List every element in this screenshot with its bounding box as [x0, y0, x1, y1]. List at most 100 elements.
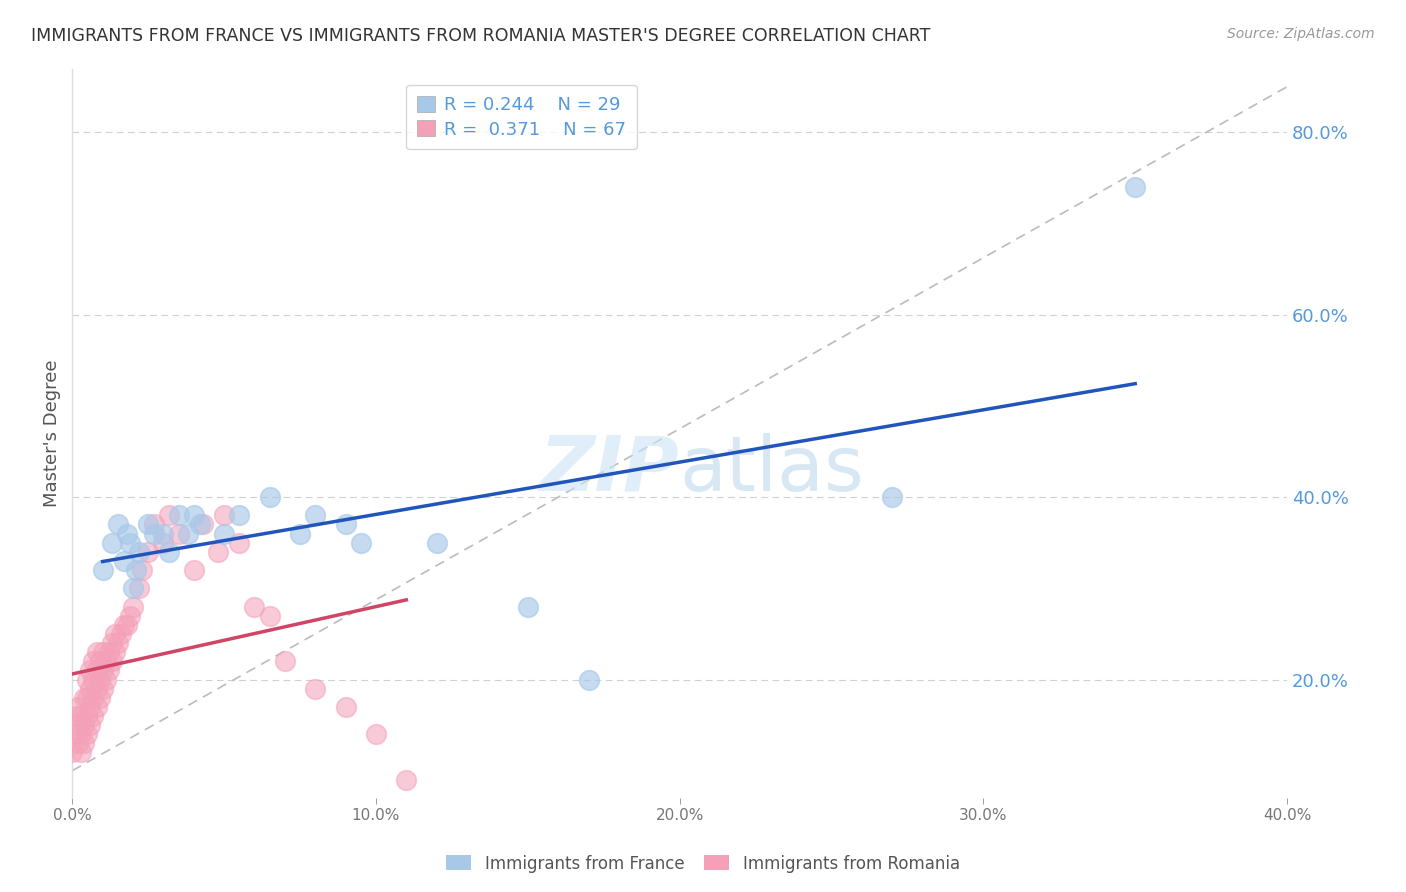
Point: [1123, 180, 1146, 194]
Point: [86, 664, 108, 678]
Point: [76, 673, 98, 687]
Point: [79, 664, 101, 678]
Point: [578, 673, 600, 687]
Point: [89, 654, 111, 668]
Point: [100, 535, 122, 549]
Point: [107, 517, 129, 532]
Point: [228, 535, 250, 549]
Point: [115, 617, 138, 632]
Point: [167, 526, 190, 541]
Point: [143, 526, 166, 541]
Point: [82, 709, 104, 723]
Point: [67, 699, 90, 714]
Point: [131, 563, 153, 577]
Point: [118, 608, 141, 623]
Point: [350, 535, 373, 549]
Point: [67, 718, 90, 732]
Point: [395, 772, 418, 787]
Point: [128, 545, 150, 559]
Point: [89, 673, 111, 687]
Point: [86, 699, 108, 714]
Point: [259, 490, 281, 504]
Point: [76, 727, 98, 741]
Point: [112, 617, 135, 632]
Point: [70, 709, 93, 723]
Point: [67, 736, 90, 750]
Point: [100, 636, 122, 650]
Point: [207, 545, 229, 559]
Point: [136, 517, 159, 532]
Point: [304, 508, 326, 523]
Y-axis label: Master's Degree: Master's Degree: [44, 359, 60, 507]
Point: [89, 690, 111, 705]
Point: [122, 582, 145, 596]
Point: [212, 526, 235, 541]
Text: IMMIGRANTS FROM FRANCE VS IMMIGRANTS FROM ROMANIA MASTER'S DEGREE CORRELATION CH: IMMIGRANTS FROM FRANCE VS IMMIGRANTS FRO…: [31, 27, 931, 45]
Point: [228, 508, 250, 523]
Point: [426, 535, 449, 549]
Point: [94, 654, 117, 668]
Point: [183, 563, 205, 577]
Point: [100, 654, 122, 668]
Text: Source: ZipAtlas.com: Source: ZipAtlas.com: [1227, 27, 1375, 41]
Point: [882, 490, 904, 504]
Legend: R = 0.244    N = 29, R =  0.371    N = 67: R = 0.244 N = 29, R = 0.371 N = 67: [406, 85, 637, 149]
Point: [60, 746, 83, 760]
Point: [82, 673, 104, 687]
Point: [125, 563, 148, 577]
Point: [335, 517, 357, 532]
Point: [97, 645, 120, 659]
Point: [91, 645, 114, 659]
Point: [70, 746, 93, 760]
Point: [79, 718, 101, 732]
Point: [91, 681, 114, 696]
Point: [97, 664, 120, 678]
Text: atlas: atlas: [679, 433, 865, 507]
Point: [516, 599, 538, 614]
Point: [86, 681, 108, 696]
Point: [65, 709, 87, 723]
Point: [79, 699, 101, 714]
Point: [73, 718, 96, 732]
Point: [274, 654, 297, 668]
Point: [104, 627, 127, 641]
Point: [243, 599, 266, 614]
Point: [82, 654, 104, 668]
Point: [107, 636, 129, 650]
Point: [152, 526, 174, 541]
Point: [157, 545, 180, 559]
Point: [91, 664, 114, 678]
Point: [304, 681, 326, 696]
Point: [76, 709, 98, 723]
Point: [118, 535, 141, 549]
Legend: Immigrants from France, Immigrants from Romania: Immigrants from France, Immigrants from …: [440, 848, 966, 880]
Point: [183, 508, 205, 523]
Point: [91, 563, 114, 577]
Point: [136, 545, 159, 559]
Point: [364, 727, 387, 741]
Point: [65, 727, 87, 741]
Point: [152, 535, 174, 549]
Point: [73, 690, 96, 705]
Point: [176, 526, 198, 541]
Point: [128, 582, 150, 596]
Point: [122, 599, 145, 614]
Point: [259, 608, 281, 623]
Point: [94, 673, 117, 687]
Point: [82, 690, 104, 705]
Point: [79, 681, 101, 696]
Point: [288, 526, 311, 541]
Point: [167, 508, 190, 523]
Point: [76, 690, 98, 705]
Point: [86, 645, 108, 659]
Point: [188, 517, 211, 532]
Point: [212, 508, 235, 523]
Point: [110, 627, 132, 641]
Point: [191, 517, 214, 532]
Point: [70, 727, 93, 741]
Point: [73, 736, 96, 750]
Point: [104, 645, 127, 659]
Point: [157, 508, 180, 523]
Point: [335, 699, 357, 714]
Text: ZIP: ZIP: [540, 433, 679, 507]
